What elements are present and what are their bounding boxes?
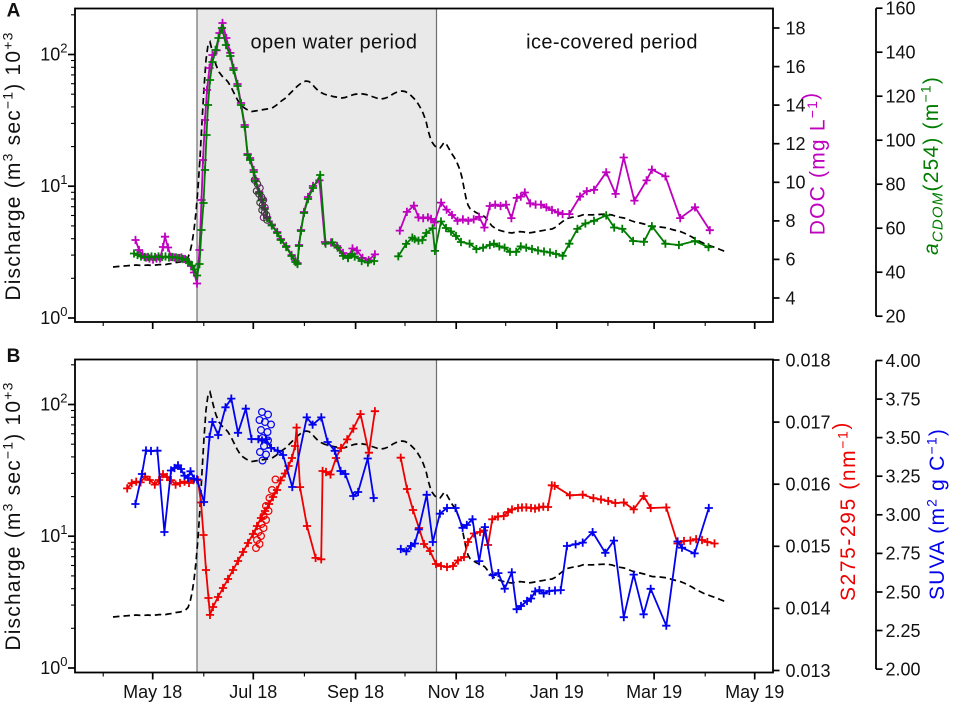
svg-text:Jul 18: Jul 18	[229, 682, 277, 702]
svg-text:40: 40	[886, 263, 906, 283]
svg-text:Sep 18: Sep 18	[327, 682, 384, 702]
svg-text:SUVA (m2 g C−1): SUVA (m2 g C−1)	[924, 428, 950, 600]
svg-text:0.017: 0.017	[786, 412, 831, 432]
svg-text:100: 100	[886, 131, 916, 151]
svg-text:18: 18	[786, 18, 806, 38]
svg-text:2.00: 2.00	[886, 659, 921, 679]
svg-text:3.75: 3.75	[886, 389, 921, 409]
svg-text:B: B	[7, 346, 21, 367]
svg-text:0.015: 0.015	[786, 537, 831, 557]
svg-text:160: 160	[886, 0, 916, 19]
svg-text:0.016: 0.016	[786, 475, 831, 495]
svg-text:120: 120	[886, 87, 916, 107]
svg-text:2.75: 2.75	[886, 544, 921, 564]
svg-text:A: A	[7, 1, 21, 22]
svg-text:3.25: 3.25	[886, 467, 921, 487]
svg-text:Mar 19: Mar 19	[626, 682, 682, 702]
svg-text:10: 10	[786, 173, 806, 193]
svg-text:Jan 19: Jan 19	[530, 682, 584, 702]
svg-text:Discharge (m3 sec−1) 10+3: Discharge (m3 sec−1) 10+3	[0, 31, 25, 300]
svg-text:0.014: 0.014	[786, 599, 831, 619]
svg-text:20: 20	[886, 307, 906, 327]
svg-text:Discharge (m3 sec−1) 10+3: Discharge (m3 sec−1) 10+3	[0, 381, 25, 650]
svg-text:2.50: 2.50	[886, 582, 921, 602]
svg-text:2.25: 2.25	[886, 621, 921, 641]
svg-text:Nov 18: Nov 18	[428, 682, 485, 702]
svg-text:aCDOM(254) (m−1): aCDOM(254) (m−1)	[918, 76, 947, 255]
svg-text:May 19: May 19	[725, 682, 784, 702]
svg-text:80: 80	[886, 175, 906, 195]
svg-text:60: 60	[886, 219, 906, 239]
svg-text:0.018: 0.018	[786, 350, 831, 370]
svg-text:8: 8	[786, 211, 796, 231]
svg-text:4.00: 4.00	[886, 351, 921, 371]
svg-text:6: 6	[786, 250, 796, 270]
svg-text:3.00: 3.00	[886, 505, 921, 525]
svg-text:16: 16	[786, 57, 806, 77]
svg-text:May 18: May 18	[123, 682, 182, 702]
svg-text:open water period: open water period	[251, 32, 418, 54]
svg-text:12: 12	[786, 134, 806, 154]
svg-text:140: 140	[886, 43, 916, 63]
svg-text:14: 14	[786, 95, 806, 115]
svg-text:3.50: 3.50	[886, 428, 921, 448]
svg-text:0.013: 0.013	[786, 661, 831, 681]
svg-text:ice-covered period: ice-covered period	[526, 32, 698, 54]
svg-text:4: 4	[786, 288, 796, 308]
